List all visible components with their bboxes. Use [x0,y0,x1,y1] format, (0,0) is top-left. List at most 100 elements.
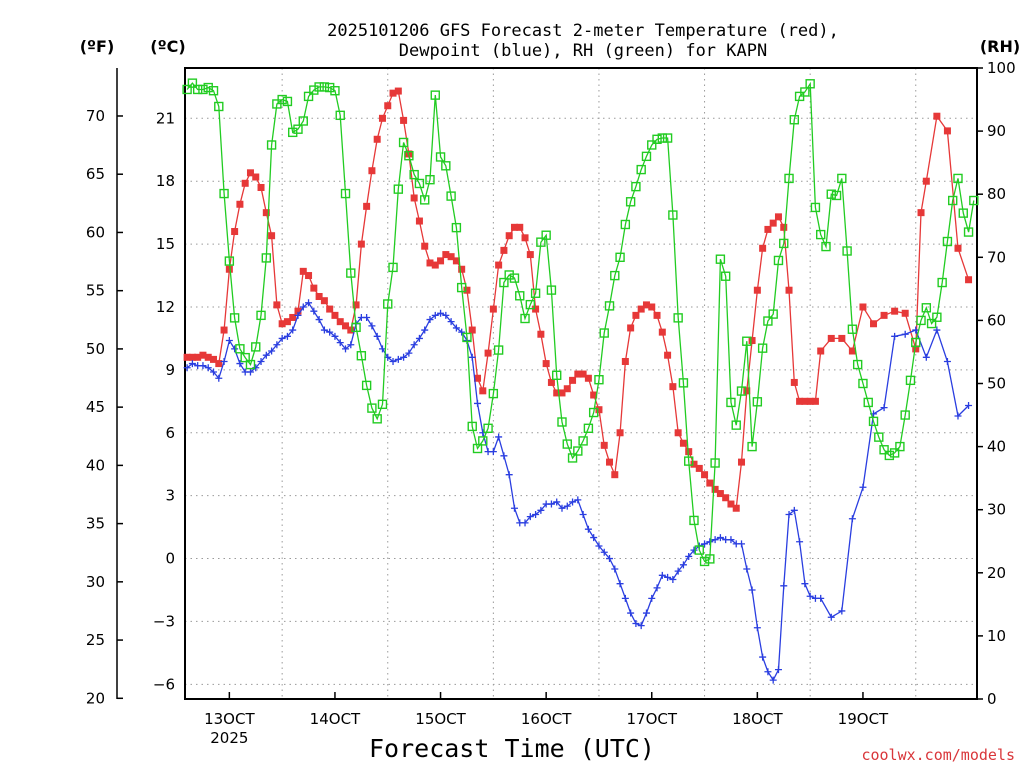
rh-point [879,445,889,455]
temperature-line [187,90,970,510]
dewpoint-point [891,332,899,340]
rh-point [615,252,625,263]
dewpoint-point [220,357,228,365]
celsius-tick-label: −6 [153,675,175,693]
celsius-tick-label: −3 [153,612,175,630]
dewpoint-point [669,576,677,584]
temperature-point [785,286,793,294]
celsius-axis: −6 −3 0 3 6 9 12 15 18 21 [153,109,175,693]
temperature-point [252,173,260,181]
rh-point [694,545,704,555]
temperature-point [183,353,191,361]
rh-point [398,137,409,148]
temperature-point [632,311,640,319]
temperature-point [278,320,286,328]
rh-tick-label: 40 [987,438,1006,456]
rh-point [420,195,430,205]
dewpoint-point [848,515,856,523]
rh-point [963,227,974,237]
dewpoint-point [426,316,434,324]
rh-tick-label: 80 [987,185,1006,203]
dewpoint-point [373,332,381,340]
celsius-tick-label: 18 [156,172,175,190]
temperature-point [373,135,381,143]
celsius-tick-label: 9 [165,361,175,379]
dewpoint-point [510,504,518,512]
dewpoint-point [262,351,270,359]
temperature-point [901,309,909,317]
temperature-point [426,259,434,267]
rh-tick-label: 0 [987,690,997,708]
rh-point [451,222,462,233]
temperature-point [336,318,344,326]
temperature-point [326,305,334,313]
temperature-point [484,349,492,357]
dewpoint-point [621,594,629,602]
temperature-point [563,385,571,393]
temperature-point [806,397,814,405]
temperature-point [637,305,645,313]
rh-point [309,85,319,95]
temperature-point [400,116,408,124]
rh-point [182,84,192,95]
rh-point [868,416,879,427]
temperature-point [268,232,276,240]
rh-point [488,388,499,399]
credit-link[interactable]: coolwx.com/models [861,746,1015,764]
dewpoint-point [342,345,350,353]
rh-point [414,178,425,189]
temperature-point [283,318,291,326]
temperature-point [732,504,740,512]
dewpoint-point [569,498,577,506]
dewpoint-point [257,357,265,365]
temperature-point [463,286,471,294]
rh-point [631,181,641,192]
temperature-point [299,267,307,275]
dewpoint-point [526,513,534,521]
dewpoint-point [759,653,767,661]
temperature-point [595,406,603,414]
rh-point [657,133,668,143]
dewpoint-point [468,353,476,361]
dewpoint-point [236,360,244,368]
temperature-point [965,276,973,284]
temperature-point [437,257,445,265]
temperature-point [748,337,756,345]
x-axis-label: Forecast Time (UTC) [369,734,655,763]
rh-point [757,343,768,353]
temperature-point [870,320,878,328]
dewpoint-point [901,330,909,338]
time-tick-label: 17OCT [626,710,677,728]
dewpoint-point [410,341,418,349]
rh-point [773,255,784,266]
rh-point [446,191,456,201]
rh-point [256,310,266,321]
dewpoint-point [965,402,973,410]
temperature-point [495,261,503,269]
dewpoint-point [880,404,888,412]
dewpoint-point [289,326,297,334]
temperature-point [553,389,561,397]
dewpoint-point [283,332,291,340]
rh-point [277,94,287,105]
time-tick-label: 14OCT [310,710,361,728]
dewpoint-point [780,582,788,590]
rh-point [863,397,873,408]
temperature-point [532,305,540,313]
dewpoint-point [796,538,804,546]
dewpoint-point [415,334,423,342]
rh-point [441,161,451,171]
rh-point [229,313,240,323]
dewpoint-point [637,622,645,630]
temperature-point [838,334,846,342]
dewpoint-point [584,525,592,533]
dewpoint-point [674,567,682,575]
temperature-point [389,89,397,97]
dewpoint-point [278,334,286,342]
dewpoint-line [186,301,970,682]
dewpoint-point [590,534,598,542]
dewpoint-point [183,364,191,372]
fahrenheit-tick-label: 30 [86,573,105,591]
temperature-point [310,284,318,292]
